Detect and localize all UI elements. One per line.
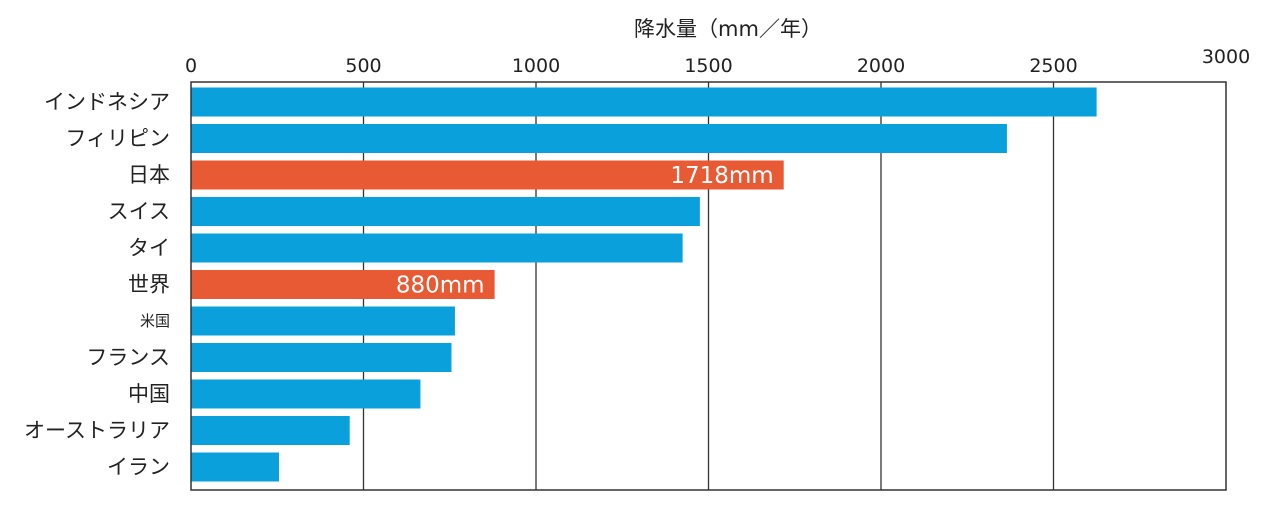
x-tick-label: 2000 — [857, 55, 905, 77]
x-axis-title: 降水量（mm／年） — [634, 17, 822, 41]
category-label: 日本 — [128, 163, 170, 187]
bar — [191, 87, 1097, 117]
category-label: 米国 — [140, 312, 170, 330]
x-tick-labels: 0 500 1000 1500 2000 2500 3000 — [185, 46, 1250, 77]
bar — [191, 379, 421, 409]
category-label: フランス — [86, 346, 170, 370]
category-label: オーストラリア — [24, 419, 170, 443]
bar — [191, 124, 1007, 153]
bar — [191, 416, 350, 445]
x-tick-label: 0 — [185, 55, 197, 77]
x-tick-label: 1500 — [684, 55, 732, 77]
category-label: フィリピン — [65, 127, 170, 151]
bar — [191, 270, 495, 299]
plot-frame — [190, 81, 1227, 491]
bar — [191, 452, 279, 482]
bars — [191, 87, 1097, 482]
bar — [191, 233, 683, 263]
x-tick-label: 500 — [345, 55, 381, 77]
data-labels: 1718mm 880mm — [396, 163, 774, 299]
bar — [191, 306, 455, 336]
bar — [191, 160, 784, 190]
x-tick-label: 2500 — [1029, 55, 1077, 77]
x-tick-label: 3000 — [1202, 46, 1250, 68]
category-label: 中国 — [128, 382, 170, 406]
category-label: イラン — [107, 455, 170, 479]
bar — [191, 197, 700, 226]
category-label: タイ — [128, 236, 170, 260]
category-label: スイス — [108, 200, 170, 224]
category-label: 世界 — [128, 273, 170, 297]
data-label: 1718mm — [670, 163, 773, 189]
category-label: インドネシア — [44, 90, 170, 114]
x-tick-label: 1000 — [512, 55, 560, 77]
bar — [191, 343, 452, 372]
data-label: 880mm — [396, 273, 485, 299]
